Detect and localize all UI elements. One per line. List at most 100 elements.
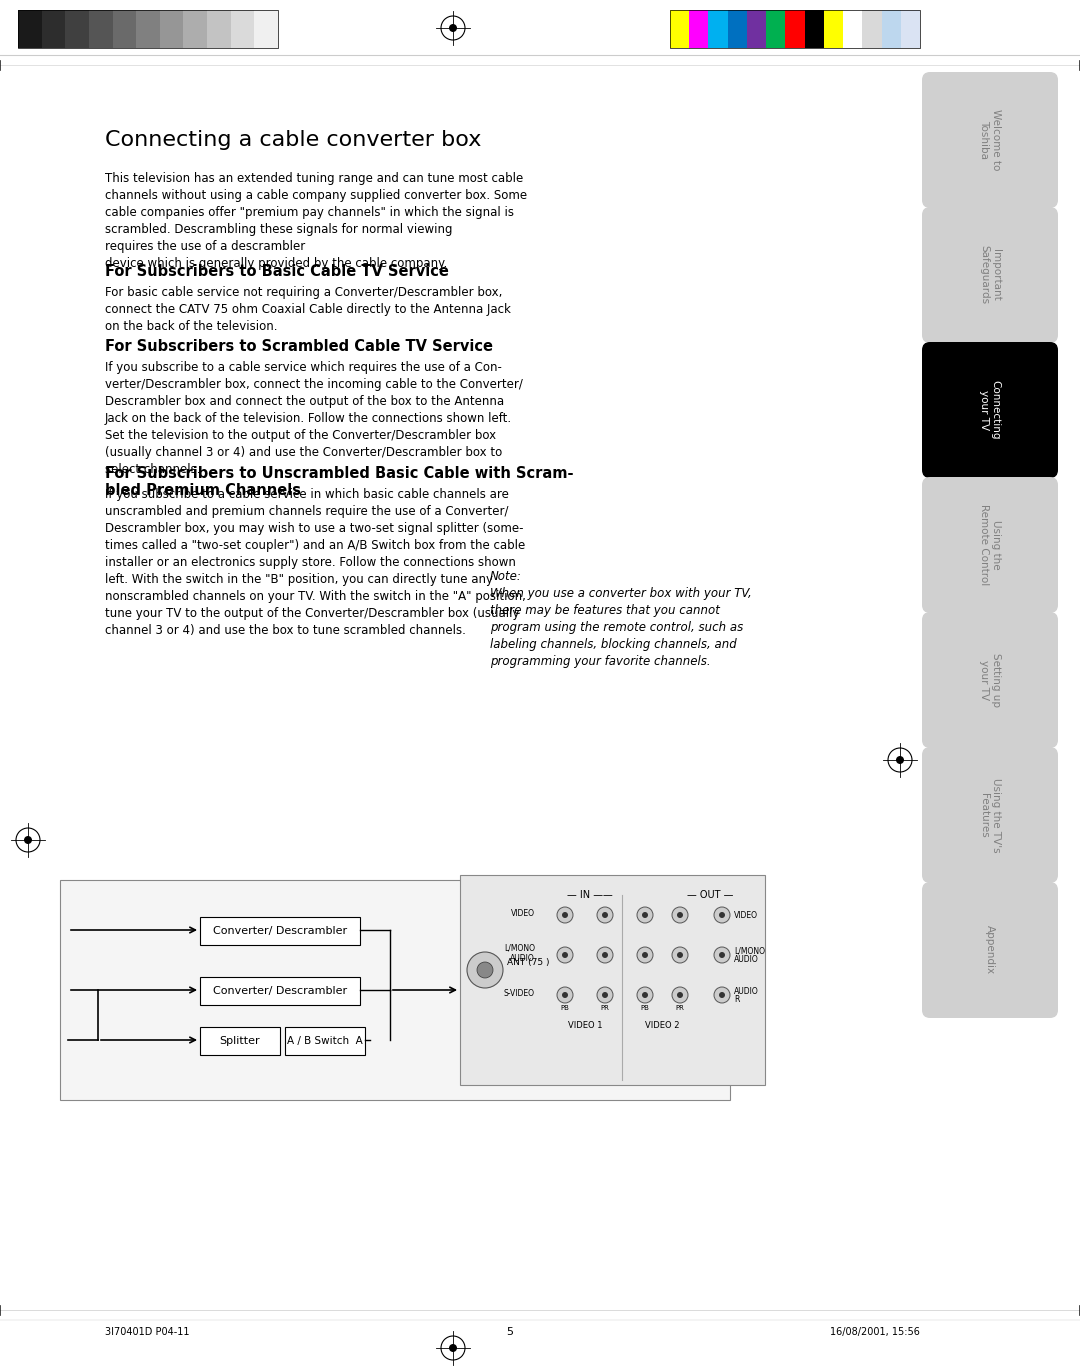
Text: L/MONO: L/MONO [734,946,765,956]
Text: For basic cable service not requiring a Converter/Descrambler box,
connect the C: For basic cable service not requiring a … [105,286,511,334]
Circle shape [562,951,568,958]
Text: VIDEO 1: VIDEO 1 [568,1021,603,1029]
Text: Welcome to
Toshiba: Welcome to Toshiba [980,109,1001,171]
Circle shape [714,987,730,1003]
Bar [160,10,184,48]
Circle shape [477,962,492,977]
Text: Connecting
your TV: Connecting your TV [980,380,1001,440]
Circle shape [562,912,568,919]
Circle shape [677,951,683,958]
Bar [200,917,360,945]
Circle shape [449,1344,457,1352]
Text: Using the TV's
Features: Using the TV's Features [980,778,1001,852]
Circle shape [677,912,683,919]
Bar [785,10,805,48]
Bar [901,10,920,48]
Circle shape [597,947,613,962]
Circle shape [637,906,653,923]
Text: — OUT —: — OUT — [687,890,733,899]
Circle shape [602,912,608,919]
Bar [670,10,689,48]
Text: L/MONO
AUDIO: L/MONO AUDIO [504,943,535,962]
Text: — IN ——: — IN —— [567,890,612,899]
FancyBboxPatch shape [922,72,1058,208]
Text: Using the
Remote Control: Using the Remote Control [980,504,1001,585]
Circle shape [637,987,653,1003]
Text: PB: PB [640,1005,649,1012]
Bar [862,10,881,48]
Circle shape [642,951,648,958]
Circle shape [557,947,573,962]
Bar [184,10,207,48]
Bar [843,10,862,48]
Bar [805,10,824,48]
FancyBboxPatch shape [922,612,1058,748]
Bar [728,10,747,48]
Text: PR: PR [676,1005,685,1012]
Bar [112,10,136,48]
Circle shape [672,906,688,923]
Bar [42,10,65,48]
Text: ANT (75 ): ANT (75 ) [507,957,550,966]
Text: AUDIO: AUDIO [734,987,759,995]
Circle shape [714,947,730,962]
Text: R: R [734,995,740,1003]
Circle shape [637,947,653,962]
Text: Splitter: Splitter [219,1036,260,1046]
Text: If you subscribe to a cable service which requires the use of a Con-
verter/Desc: If you subscribe to a cable service whic… [105,361,523,476]
Circle shape [597,906,613,923]
Text: This television has an extended tuning range and can tune most cable
channels wi: This television has an extended tuning r… [105,172,527,271]
Text: VIDEO: VIDEO [511,909,535,917]
Circle shape [642,992,648,998]
Text: For Subscribers to Unscrambled Basic Cable with Scram-
bled Premium Channels: For Subscribers to Unscrambled Basic Cab… [105,466,573,499]
Text: AUDIO: AUDIO [734,954,759,964]
Text: Important
Safeguards: Important Safeguards [980,246,1001,305]
Bar [18,10,42,48]
Circle shape [602,951,608,958]
Circle shape [896,756,904,764]
Bar [824,10,843,48]
Bar [89,10,112,48]
Circle shape [677,992,683,998]
Text: For Subscribers to Scrambled Cable TV Service: For Subscribers to Scrambled Cable TV Se… [105,339,492,354]
Circle shape [672,947,688,962]
Text: S-VIDEO: S-VIDEO [504,988,535,998]
Text: 16/08/2001, 15:56: 16/08/2001, 15:56 [831,1327,920,1337]
Bar [18,10,278,48]
Text: For Subscribers to Basic Cable TV Service: For Subscribers to Basic Cable TV Servic… [105,264,449,279]
Bar [231,10,255,48]
FancyBboxPatch shape [922,746,1058,883]
Circle shape [602,992,608,998]
Circle shape [719,951,725,958]
Circle shape [24,837,32,843]
Circle shape [642,912,648,919]
Text: A / B Switch  A: A / B Switch A [287,1036,363,1046]
Bar [207,10,231,48]
Bar [670,10,920,48]
Text: PR: PR [600,1005,609,1012]
Bar [460,875,765,1085]
Circle shape [719,992,725,998]
FancyBboxPatch shape [922,342,1058,478]
Bar [200,1027,280,1055]
Bar [60,880,730,1100]
Circle shape [719,912,725,919]
Text: Connecting a cable converter box: Connecting a cable converter box [105,130,482,150]
Text: PB: PB [561,1005,569,1012]
Text: Converter/ Descrambler: Converter/ Descrambler [213,986,347,997]
Bar [285,1027,365,1055]
Text: Converter/ Descrambler: Converter/ Descrambler [213,925,347,936]
Text: VIDEO 2: VIDEO 2 [645,1021,679,1029]
Bar [747,10,766,48]
Circle shape [557,987,573,1003]
FancyBboxPatch shape [922,882,1058,1018]
FancyBboxPatch shape [922,477,1058,612]
Circle shape [714,906,730,923]
Bar [766,10,785,48]
Circle shape [597,987,613,1003]
Circle shape [672,987,688,1003]
Text: Setting up
your TV: Setting up your TV [980,653,1001,707]
Bar [200,977,360,1005]
Circle shape [562,992,568,998]
FancyBboxPatch shape [922,206,1058,343]
